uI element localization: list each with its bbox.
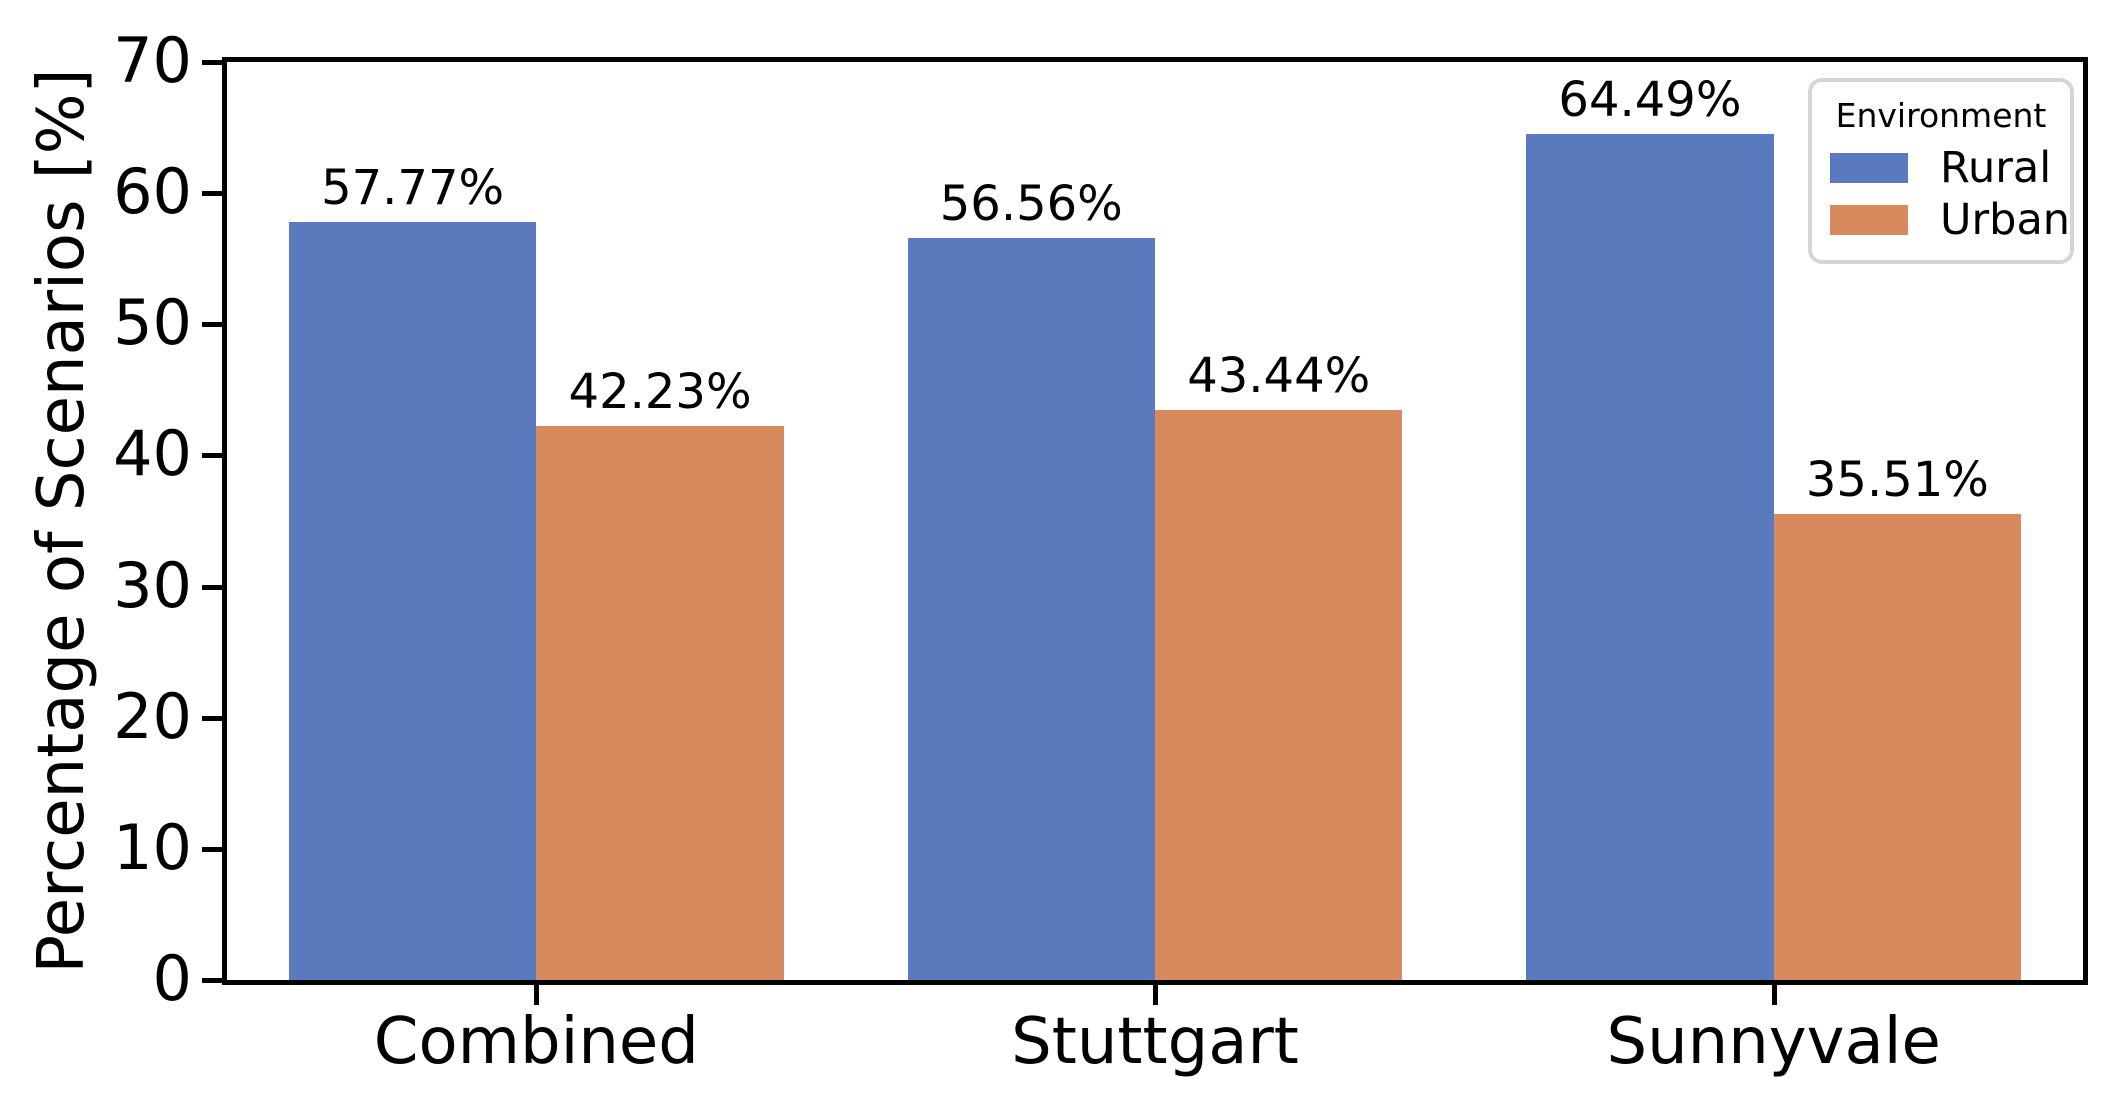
plot-inner: 57.77% 42.23% 56.56% 43.44% 64.49% 35.51% [227, 62, 2083, 980]
bar-value-label-rural-combined: 57.77% [321, 160, 505, 217]
legend-label-rural: Rural [1940, 142, 2052, 193]
y-tick-mark-0 [202, 978, 222, 983]
bar-value-label-urban-sunnyvale: 35.51% [1805, 452, 1989, 509]
legend-row-rural: Rural [1830, 146, 2052, 190]
plot-area: 57.77% 42.23% 56.56% 43.44% 64.49% 35.51% [222, 57, 2088, 985]
y-tick-label-0: 0 [152, 941, 192, 1015]
legend-label-urban: Urban [1940, 194, 2071, 245]
y-tick-mark-50 [202, 322, 222, 328]
bar-urban-sunnyvale [1773, 514, 2022, 980]
bar-value-label-urban-stuttgart: 43.44% [1187, 348, 1371, 405]
y-tick-mark-30 [202, 584, 222, 590]
bar-urban-stuttgart [1155, 410, 1403, 980]
y-tick-mark-20 [202, 715, 222, 721]
x-tick-mark-stuttgart [1153, 985, 1158, 1005]
x-tick-mark-sunnyvale [1771, 985, 1777, 1005]
y-tick-label-50: 50 [113, 286, 192, 360]
x-tick-mark-combined [534, 985, 540, 1005]
legend-rows: Rural Urban [1830, 146, 2070, 242]
y-axis-label: Percentage of Scenarios [%] [25, 68, 99, 974]
legend-row-urban: Urban [1830, 198, 2070, 242]
legend-swatch-urban [1830, 205, 1908, 235]
bar-rural-sunnyvale [1526, 134, 1774, 980]
y-tick-mark-70 [202, 60, 222, 65]
x-tick-label-combined: Combined [373, 1005, 699, 1079]
legend-swatch-rural [1830, 153, 1908, 183]
bar-value-label-rural-stuttgart: 56.56% [939, 176, 1123, 233]
y-tick-mark-10 [202, 846, 222, 852]
y-tick-label-20: 20 [113, 679, 192, 753]
bar-rural-stuttgart [907, 238, 1155, 980]
bar-value-label-urban-combined: 42.23% [568, 364, 752, 421]
bar-rural-combined [288, 222, 537, 980]
x-tick-label-stuttgart: Stuttgart [1011, 1005, 1299, 1079]
bar-value-label-rural-sunnyvale: 64.49% [1558, 72, 1742, 129]
y-tick-label-10: 10 [113, 810, 192, 884]
y-tick-label-30: 30 [113, 548, 192, 622]
legend-title: Environment [1835, 96, 2047, 135]
y-tick-label-40: 40 [113, 417, 192, 491]
bar-urban-combined [536, 426, 784, 980]
legend: Environment Rural Urban [1808, 78, 2074, 264]
y-tick-mark-60 [202, 191, 222, 197]
y-tick-label-70: 70 [113, 23, 192, 97]
x-tick-label-sunnyvale: Sunnyvale [1606, 1005, 1941, 1079]
y-tick-label-60: 60 [113, 154, 192, 228]
y-tick-mark-40 [202, 453, 222, 459]
